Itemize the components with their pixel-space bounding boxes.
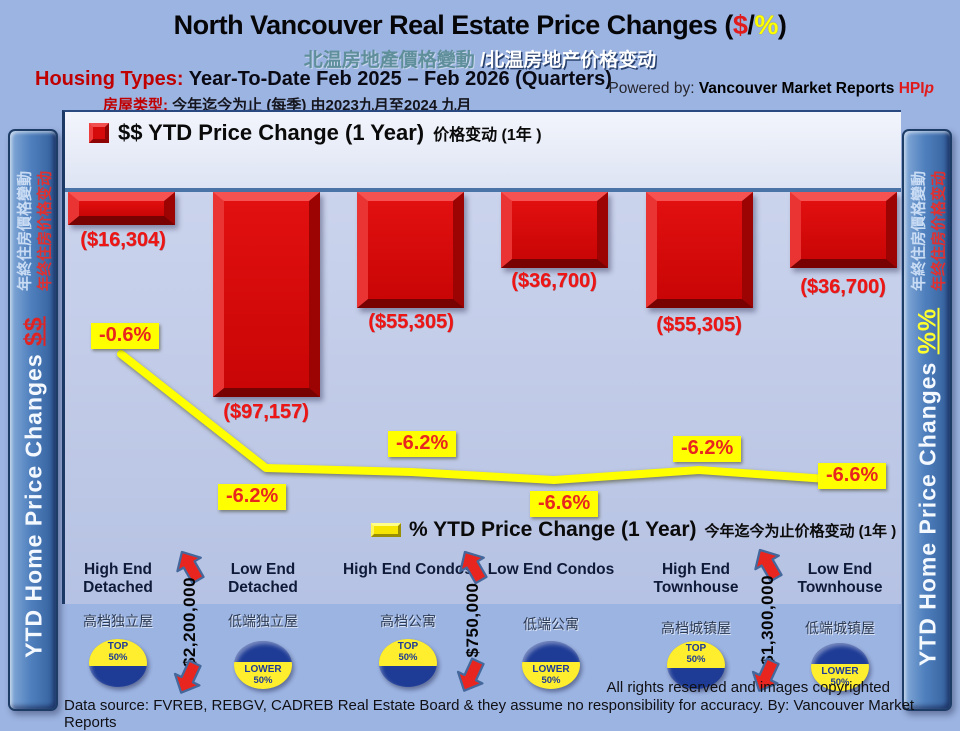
bar-high-end-townhouse xyxy=(646,192,753,308)
legend-strip xyxy=(65,112,901,188)
percent-point-label: -6.2% xyxy=(673,436,742,462)
category-label: High End Detached xyxy=(83,561,153,596)
dollar-symbol: $$ xyxy=(19,316,48,346)
bar-value-label: ($16,304) xyxy=(80,229,166,251)
left-axis-title-zh-simp: 年终住房价格变动 xyxy=(36,170,54,292)
percent-point-label: -6.2% xyxy=(388,431,457,457)
right-axis-title-zh-simp: 年终住房价格变动 xyxy=(930,170,948,292)
down-arrow-icon xyxy=(173,659,202,694)
bar-value-label: ($36,700) xyxy=(800,276,886,298)
left-axis-title: YTD Home Price Changes $$ xyxy=(19,316,48,658)
lower-50-badge: LOWER 50% xyxy=(522,641,580,689)
bar-value-label: ($36,700) xyxy=(511,270,597,292)
red-bar-legend-icon xyxy=(89,123,109,143)
bar-value-label: ($55,305) xyxy=(656,314,742,336)
percent-point-label: -6.2% xyxy=(218,484,287,510)
data-source-note: Data source: FVREB, REBGV, CADREB Real E… xyxy=(64,697,915,731)
up-arrow-icon xyxy=(754,548,783,583)
bar-value-label: ($97,157) xyxy=(223,401,309,423)
down-arrow-icon xyxy=(456,657,485,692)
category-label: Low End Townhouse xyxy=(797,561,883,596)
housing-types-line: Housing Types: Year-To-Date Feb 2025 – F… xyxy=(35,68,612,90)
chart-plot-area: $$ YTD Price Change (1 Year) 价格变动 (1年 ) … xyxy=(62,110,901,604)
percent-series-legend: % YTD Price Change (1 Year) 今年迄今为止价格变动 (… xyxy=(371,518,896,542)
yellow-line-legend-icon xyxy=(371,523,401,537)
title-percent-symbol: % xyxy=(754,10,778,40)
powered-by-credit: Powered by: Vancouver Market Reports HPI… xyxy=(608,80,934,97)
price-threshold-label: $2,200,000 xyxy=(180,576,199,668)
percent-point-label: -6.6% xyxy=(530,491,599,517)
zero-axis-line xyxy=(65,188,901,192)
housing-types-line-chinese: 房屋类型: 今年迄今为止 (每季) 由2023九月至2024 九月 xyxy=(103,97,472,114)
copyright-note: All rights reserved and images copyright… xyxy=(606,679,890,696)
bar-value-label: ($55,305) xyxy=(368,311,454,333)
dollar-series-legend: $$ YTD Price Change (1 Year) 价格变动 (1年 ) xyxy=(89,120,542,146)
bar-low-end-townhouse xyxy=(790,192,897,268)
right-axis-panel: YTD Home Price Changes %% 年終住房價格變動 年终住房价… xyxy=(902,129,952,711)
down-arrow-icon xyxy=(751,657,780,692)
right-axis-title: YTD Home Price Changes %% xyxy=(913,307,942,667)
top-50-badge: TOP 50% xyxy=(379,639,437,687)
up-arrow-icon xyxy=(176,550,205,585)
price-threshold-label: $1,300,000 xyxy=(758,574,777,666)
category-label-zh: 低端城镇屋 xyxy=(805,620,875,636)
category-label-zh: 高档公寓 xyxy=(380,613,436,629)
category-label-zh: 低端公寓 xyxy=(523,616,579,632)
category-label: High End Condos xyxy=(342,561,473,578)
page-subtitle-chinese: 北温房地產價格變動 /北温房地产价格变动 xyxy=(303,50,657,71)
category-label: Low End Detached xyxy=(228,561,298,596)
bar-low-end-detached xyxy=(213,192,320,397)
bar-high-end-detached xyxy=(68,192,175,225)
percent-symbol: %% xyxy=(913,307,942,355)
page-title: North Vancouver Real Estate Price Change… xyxy=(173,10,787,40)
lower-50-badge: LOWER 50% xyxy=(234,641,292,689)
category-label-zh: 低端独立屋 xyxy=(228,613,298,629)
top-50-badge: TOP 50% xyxy=(89,639,147,687)
price-threshold-label: $750,000 xyxy=(463,582,482,658)
category-label-zh: 高档城镇屋 xyxy=(661,620,731,636)
top-50-badge: TOP 50% xyxy=(667,641,725,689)
bar-high-end-condos xyxy=(357,192,464,308)
left-axis-title-zh-trad: 年終住房價格變動 xyxy=(16,170,34,292)
title-dollar-symbol: $ xyxy=(732,10,748,40)
percent-point-label: -0.6% xyxy=(91,323,160,349)
bar-low-end-condos xyxy=(501,192,608,268)
left-axis-panel: YTD Home Price Changes $$ 年終住房價格變動 年终住房价… xyxy=(8,129,58,711)
percent-point-label: -6.6% xyxy=(818,463,887,489)
up-arrow-icon xyxy=(459,550,488,585)
category-label-zh: 高档独立屋 xyxy=(83,613,153,629)
lower-50-badge: LOWER 50% xyxy=(811,643,869,691)
right-axis-title-zh-trad: 年終住房價格變動 xyxy=(910,170,928,292)
category-label: High End Townhouse xyxy=(653,561,739,596)
category-label: Low End Condos xyxy=(487,561,615,578)
